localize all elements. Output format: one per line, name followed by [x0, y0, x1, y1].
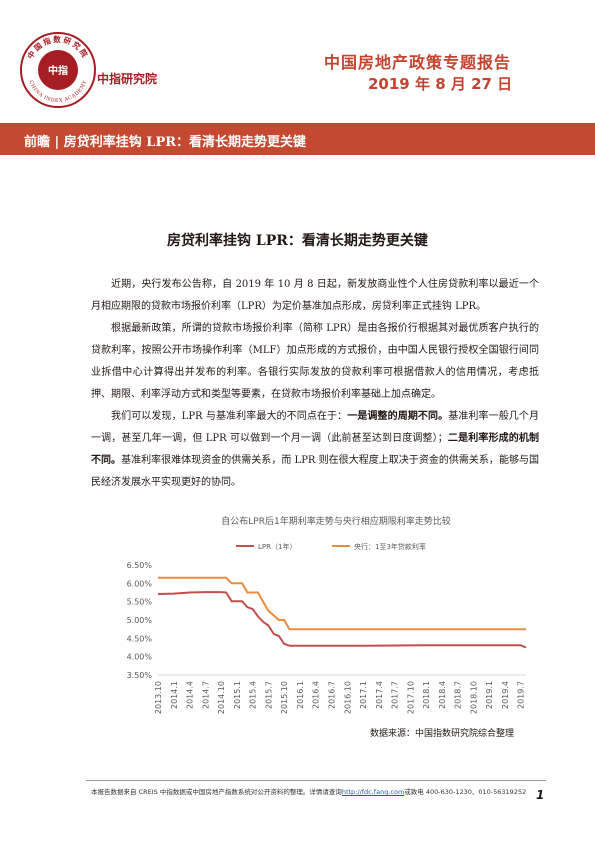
x-axis: 2013.10 2014.1 2014.4 2014.7 2014.10 2015.1 20…	[154, 681, 526, 714]
x-tick-label: 2019.7	[517, 681, 526, 709]
x-tick-label: 2018.4	[438, 681, 447, 709]
x-tick-label: 2016.1	[296, 681, 305, 709]
x-tick-label: 2019.4	[501, 681, 510, 709]
footer-divider	[86, 780, 546, 781]
org-name: 中指研究院	[97, 72, 158, 86]
paragraph-1: 近期，央行发布公告称，自 2019 年 10 月 8 日起，新发放商业性个人住房…	[91, 279, 539, 312]
top-bar	[0, 0, 595, 24]
section-title: 前瞻 | 房贷利率挂钩 LPR：看清长期走势更关键	[24, 135, 307, 150]
x-tick-label: 2014.7	[201, 681, 210, 709]
x-tick-label: 2017.7	[391, 681, 400, 709]
x-tick-label: 2015.10	[280, 681, 289, 714]
y-tick-label: 6.00%	[127, 579, 153, 588]
paragraph-3-mid: 基准利率一般几个月一调，甚至几年一调，但 LPR 可以做到一个月一调（此前甚至达…	[91, 411, 540, 444]
chart-series	[157, 576, 527, 649]
rate-comparison-chart: 自公布LPR后1年期利率走势与央行相应期限利率走势比较 LPR（1年） 央行：1至…	[127, 515, 527, 714]
series-line-1	[157, 591, 527, 649]
point-one-bold: 一是调整的周期不同。	[347, 411, 449, 422]
page-number: 1	[536, 788, 545, 802]
footer-text-a: 本报告数据来自 CREIS 中指数据或中国房地产指数系统对公开资料的整理。详情请…	[91, 788, 342, 796]
paragraph-2: 根据最新政策，所谓的贷款市场报价利率（简称 LPR）是由各报价行根据其对最优质客…	[91, 323, 539, 400]
footer-text-b: 或致电 400-630-1230、010-56319252	[404, 788, 527, 796]
x-tick-label: 2013.10	[154, 681, 163, 714]
footer-link[interactable]: http://fdc.fang.com	[341, 788, 405, 796]
y-tick-label: 4.00%	[127, 653, 153, 662]
x-tick-label: 2017.10	[406, 681, 415, 714]
report-date: 2019 年 8 月 27 日	[368, 75, 513, 93]
legend-label-1: LPR（1年）	[258, 542, 296, 551]
paragraph-3-intro: 我们可以发现，LPR 与基准利率最大的不同点在于：	[111, 411, 348, 422]
x-tick-label: 2018.10	[469, 681, 478, 714]
x-tick-label: 2016.4	[312, 681, 321, 709]
article-title: 房贷利率挂钩 LPR：看清长期走势更关键	[167, 233, 428, 249]
logo-seal-icon: 中国指数研究院 CHINA INDEX ACADEMY 中指	[20, 32, 96, 108]
paragraph-3: 我们可以发现，LPR 与基准利率最大的不同点在于：一是调整的周期不同。基准利率一…	[91, 406, 539, 494]
x-tick-label: 2014.4	[186, 681, 195, 709]
footer-note: 本报告数据来自 CREIS 中指数据或中国房地产指数系统对公开资料的整理。详情请…	[91, 787, 531, 797]
y-tick-label: 5.50%	[127, 598, 153, 607]
x-tick-label: 2017.4	[375, 681, 384, 709]
y-tick-label: 6.50%	[127, 561, 153, 570]
x-tick-label: 2018.1	[422, 681, 431, 709]
x-tick-label: 2018.7	[454, 681, 463, 709]
x-tick-label: 2015.7	[264, 681, 273, 709]
y-axis: 3.50% 4.00% 4.50% 5.00% 5.50% 6.00% 6.50%	[127, 561, 153, 680]
x-tick-label: 2019.1	[485, 681, 494, 709]
x-tick-label: 2015.1	[233, 681, 242, 709]
y-tick-label: 5.00%	[127, 616, 153, 625]
report-title: 中国房地产政策专题报告	[324, 53, 512, 72]
point-two-bold: 二是利率形成的机制不同。	[91, 433, 539, 466]
x-tick-label: 2017.1	[359, 681, 368, 709]
legend-label-2: 央行：1至3年贷款利率	[354, 542, 426, 551]
x-tick-label: 2016.10	[343, 681, 352, 714]
y-tick-label: 3.50%	[127, 671, 153, 680]
y-tick-label: 4.50%	[127, 634, 153, 643]
section-bar	[0, 123, 595, 155]
chart-legend: LPR（1年） 央行：1至3年贷款利率	[236, 542, 426, 551]
x-tick-label: 2014.1	[170, 681, 179, 709]
logo-center-text: 中指	[48, 64, 68, 77]
chart-title: 自公布LPR后1年期利率走势与央行相应期限利率走势比较	[221, 515, 450, 527]
x-tick-label: 2016.7	[327, 681, 336, 709]
data-source: 数据来源：中国指数研究院综合整理	[370, 729, 515, 739]
series-line-2	[158, 576, 526, 631]
x-tick-label: 2014.10	[217, 681, 226, 714]
paragraph-3-end: 基准利率很难体现资金的供需关系，而 LPR 则在很大程度上取决于资金的供需关系，…	[91, 455, 540, 488]
x-tick-label: 2015.4	[249, 681, 258, 709]
